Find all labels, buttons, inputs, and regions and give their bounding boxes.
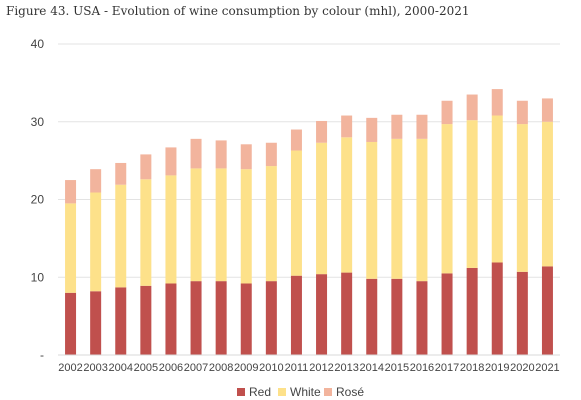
bar-ros-2017 (441, 100, 453, 125)
x-tick-label: 2007 (184, 362, 208, 374)
bar-red-2009 (240, 283, 252, 355)
bar-white-2002 (65, 203, 77, 293)
bar-red-2007 (190, 281, 202, 355)
bar-ros-2019 (491, 89, 503, 116)
bar-ros-2016 (416, 114, 428, 139)
y-tick-label: 30 (31, 115, 45, 129)
bar-ros-2012 (316, 120, 328, 143)
bar-ros-2013 (341, 115, 353, 138)
bar-white-2005 (140, 179, 152, 286)
bar-ros-2014 (366, 117, 378, 142)
gridlines (58, 43, 560, 278)
bar-white-2015 (391, 138, 403, 279)
legend: Red White Rosé (237, 385, 364, 399)
x-tick-label: 2014 (360, 362, 384, 374)
bar-red-2005 (140, 285, 152, 355)
bar-ros-2002 (65, 180, 77, 204)
bar-red-2017 (441, 273, 453, 355)
bar-white-2014 (366, 141, 378, 279)
bar-ros-2005 (140, 154, 152, 180)
x-tick-label: 2013 (334, 362, 358, 374)
bars (65, 89, 553, 355)
bar-ros-2021 (541, 98, 553, 122)
bar-red-2016 (416, 281, 428, 355)
legend-swatch-1 (278, 388, 286, 396)
bar-red-2008 (215, 281, 227, 355)
bar-red-2003 (90, 291, 102, 355)
chart-title: Figure 43. USA - Evolution of wine consu… (6, 4, 470, 18)
bar-white-2017 (441, 124, 453, 274)
bar-white-2011 (290, 150, 302, 276)
bar-white-2006 (165, 175, 177, 284)
bar-white-2021 (541, 121, 553, 267)
bar-white-2012 (316, 142, 328, 275)
bar-red-2018 (466, 267, 478, 355)
legend-label-2: Rosé (336, 385, 364, 399)
x-axis: 2002 2003 2004 2005 2006 2007 2008 2009 2010 2011… (58, 354, 560, 374)
bar-red-2021 (541, 266, 553, 355)
bar-white-2003 (90, 192, 102, 292)
legend-label-0: Red (249, 385, 271, 399)
legend-swatch-0 (237, 388, 245, 396)
x-tick-label: 2004 (109, 362, 133, 374)
bar-red-2019 (491, 262, 503, 355)
bar-white-2019 (491, 115, 503, 263)
x-tick-label: 2002 (58, 362, 82, 374)
bar-white-2008 (215, 168, 227, 282)
x-tick-label: 2018 (460, 362, 484, 374)
bar-red-2006 (165, 283, 177, 355)
y-tick-label: 20 (31, 193, 45, 207)
x-tick-label: 2012 (309, 362, 333, 374)
bar-white-2009 (240, 169, 252, 284)
bar-white-2016 (416, 138, 428, 282)
bar-white-2010 (265, 166, 277, 282)
y-tick-label: 40 (31, 37, 45, 51)
bar-white-2007 (190, 168, 202, 282)
bar-ros-2011 (290, 129, 302, 151)
bar-white-2013 (341, 137, 353, 273)
x-tick-label: 2017 (435, 362, 459, 374)
bar-ros-2003 (90, 169, 102, 193)
bar-red-2002 (65, 292, 77, 355)
bar-white-2004 (115, 184, 127, 288)
bar-red-2004 (115, 287, 127, 355)
y-axis: - 10 20 30 40 (31, 37, 45, 362)
bar-ros-2015 (391, 114, 403, 139)
bar-ros-2004 (115, 162, 127, 185)
x-tick-label: 2009 (234, 362, 258, 374)
x-tick-label: 2019 (485, 362, 509, 374)
bar-ros-2007 (190, 138, 202, 169)
bar-red-2020 (516, 271, 528, 355)
x-tick-label: 2003 (83, 362, 107, 374)
bar-red-2011 (290, 275, 302, 355)
x-tick-label: 2010 (259, 362, 283, 374)
bar-white-2020 (516, 124, 528, 272)
bar-ros-2010 (265, 142, 277, 167)
bar-ros-2009 (240, 144, 252, 170)
bar-red-2015 (391, 278, 403, 355)
y-tick-label: - (40, 348, 44, 362)
x-tick-label: 2020 (510, 362, 534, 374)
x-tick-label: 2011 (285, 362, 309, 374)
x-tick-label: 2006 (159, 362, 183, 374)
bar-red-2012 (316, 274, 328, 355)
bar-red-2013 (341, 272, 353, 355)
bar-red-2014 (366, 278, 378, 355)
x-tick-label: 2021 (535, 362, 559, 374)
x-tick-label: 2005 (134, 362, 158, 374)
bar-ros-2006 (165, 147, 177, 176)
x-tick-label: 2015 (385, 362, 409, 374)
bar-red-2010 (265, 281, 277, 355)
y-tick-label: 10 (31, 270, 45, 284)
legend-label-1: White (290, 385, 321, 399)
bar-ros-2020 (516, 100, 528, 125)
x-tick-label: 2016 (410, 362, 434, 374)
x-tick-label: 2008 (209, 362, 233, 374)
bar-ros-2018 (466, 94, 478, 121)
bar-ros-2008 (215, 140, 227, 169)
legend-swatch-2 (324, 388, 332, 396)
bar-white-2018 (466, 120, 478, 268)
